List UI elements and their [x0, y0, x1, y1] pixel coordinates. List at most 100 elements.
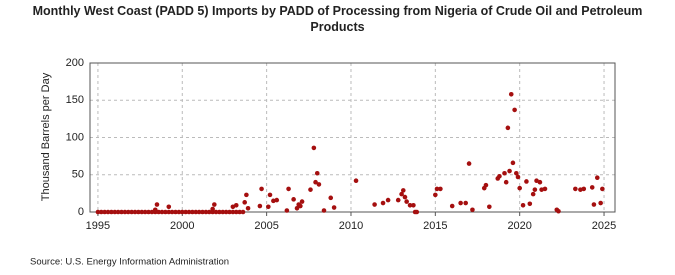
data-point: [159, 209, 165, 215]
data-point: [186, 209, 192, 215]
data-point: [556, 208, 561, 214]
data-point: [169, 209, 175, 215]
data-point: [115, 209, 121, 215]
data-point: [257, 203, 263, 209]
data-point: [244, 192, 249, 198]
data-point: [242, 200, 247, 205]
data-point: [573, 186, 578, 192]
data-point: [139, 209, 145, 215]
data-point: [532, 187, 538, 192]
data-point: [230, 209, 236, 215]
data-point: [95, 209, 101, 215]
data-point: [233, 209, 239, 215]
data-point: [503, 179, 509, 185]
data-point: [470, 207, 475, 213]
data-point: [316, 182, 322, 187]
x-tick-label: 2020: [507, 220, 531, 232]
x-tick-label: 2010: [339, 220, 363, 232]
plot-frame: [89, 62, 616, 213]
data-point: [119, 209, 124, 215]
data-point: [487, 204, 492, 210]
data-point: [212, 202, 217, 207]
data-point: [594, 175, 600, 181]
data-point: [129, 209, 134, 215]
data-point: [286, 186, 291, 192]
data-point: [166, 209, 172, 215]
data-point: [530, 191, 536, 197]
data-point: [267, 192, 273, 198]
data-point: [136, 209, 141, 215]
data-point: [466, 161, 472, 166]
y-axis-label: Thousand Barrels per Day: [40, 72, 52, 201]
data-point: [210, 206, 215, 212]
data-point: [206, 209, 212, 215]
data-point: [220, 209, 226, 215]
data-point: [109, 209, 114, 215]
data-point: [433, 192, 438, 198]
data-point: [353, 178, 359, 184]
chart-title: Monthly West Coast (PADD 5) Imports by P…: [32, 4, 643, 34]
data-point: [399, 191, 404, 197]
data-point: [190, 209, 195, 215]
data-point: [179, 209, 185, 215]
data-point: [213, 209, 219, 215]
data-point: [483, 182, 489, 188]
data-point: [507, 168, 512, 174]
data-point: [314, 170, 320, 176]
data-point: [385, 197, 391, 203]
data-point: [372, 202, 377, 207]
data-point: [515, 174, 521, 180]
data-point: [404, 199, 409, 204]
data-point: [227, 209, 232, 215]
data-point: [152, 207, 158, 213]
data-point: [600, 186, 605, 192]
data-point: [105, 209, 111, 215]
data-point: [125, 209, 131, 215]
data-point: [132, 209, 138, 215]
data-point: [497, 173, 502, 179]
data-point: [589, 185, 595, 190]
data-point: [183, 209, 188, 215]
data-point: [581, 186, 587, 192]
data-point: [299, 199, 305, 204]
data-point: [463, 200, 468, 206]
data-point: [223, 209, 229, 215]
data-point: [176, 209, 182, 215]
data-point: [311, 145, 317, 151]
data-point: [517, 185, 522, 191]
data-point: [542, 186, 548, 192]
y-tick-label: 200: [66, 57, 84, 69]
data-point: [163, 209, 168, 215]
data-point: [449, 203, 455, 209]
data-point: [411, 202, 416, 208]
data-point: [102, 209, 107, 215]
data-point: [154, 202, 160, 207]
data-point: [274, 197, 280, 203]
data-point: [266, 204, 271, 210]
data-point: [380, 200, 386, 206]
data-point: [173, 209, 178, 215]
data-point: [512, 107, 517, 113]
data-point: [217, 209, 222, 215]
y-tick-label: 150: [66, 94, 84, 106]
data-point: [166, 204, 172, 210]
x-tick-label: 2000: [170, 220, 194, 232]
data-point: [156, 209, 161, 215]
y-tick-label: 50: [72, 169, 84, 181]
data-point: [149, 209, 155, 215]
data-point: [259, 186, 264, 192]
data-point: [245, 205, 251, 211]
data-point: [233, 202, 239, 208]
data-point: [527, 201, 533, 207]
data-point: [458, 200, 463, 206]
data-point: [240, 209, 246, 215]
y-tick-label: 0: [78, 206, 84, 218]
data-point: [294, 205, 300, 211]
data-point: [313, 179, 318, 185]
data-point: [520, 202, 526, 208]
data-point: [237, 209, 242, 215]
data-point: [395, 197, 401, 203]
data-point: [438, 186, 443, 192]
